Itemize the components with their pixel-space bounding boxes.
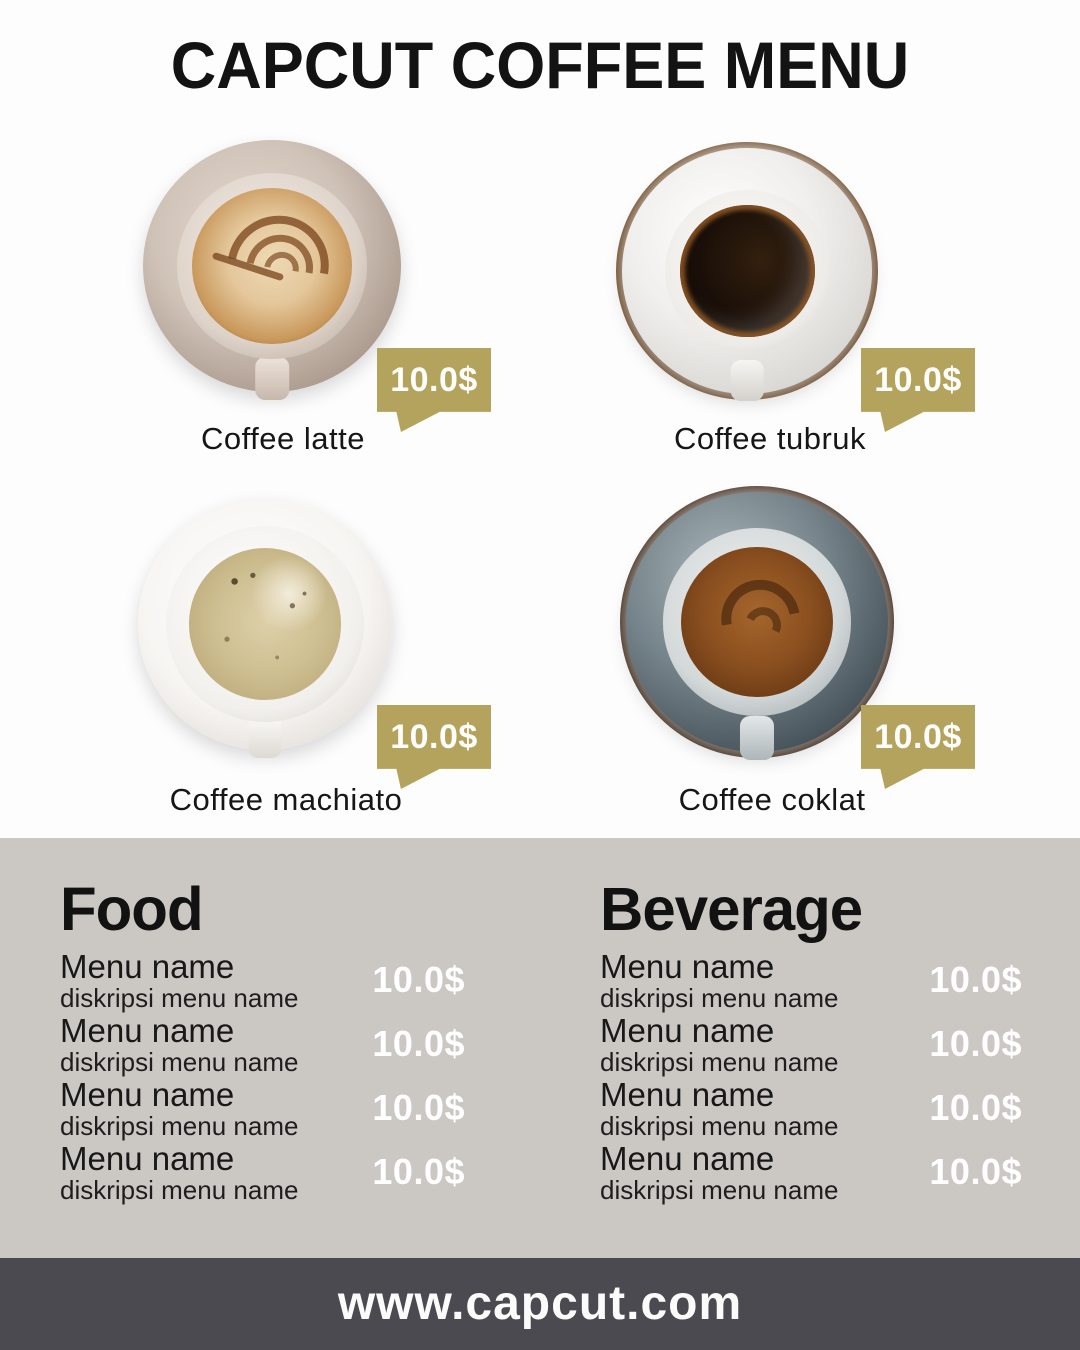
price-badge: 10.0$: [377, 705, 491, 789]
menu-item-price: 10.0$: [929, 1087, 1022, 1128]
menu-item-price: 10.0$: [372, 1023, 465, 1064]
poster-title: CAPCUT COFFEE MENU: [170, 29, 910, 103]
menu-panel: Food Menu name diskripsi menu name 10.0$…: [0, 838, 1080, 1258]
menu-item: Menu name diskripsi menu name 10.0$: [60, 1012, 465, 1076]
menu-item: Menu name diskripsi menu name 10.0$: [60, 1140, 465, 1204]
menu-item-name: Menu name: [600, 1076, 775, 1113]
coffee-surface: [679, 204, 815, 338]
menu-item-price: 10.0$: [372, 959, 465, 1000]
menu-item-description: diskripsi menu name: [60, 1111, 299, 1141]
menu-item-description: diskripsi menu name: [600, 983, 839, 1013]
menu-item-description: diskripsi menu name: [600, 1111, 839, 1141]
menu-item-price: 10.0$: [929, 959, 1022, 1000]
menu-item: Menu name diskripsi menu name 10.0$: [600, 1076, 1022, 1140]
coffee-surface: [681, 546, 833, 698]
menu-item-name: Menu name: [60, 1076, 235, 1113]
coffee-surface: [188, 548, 342, 700]
menu-item-description: diskripsi menu name: [60, 1047, 299, 1077]
beverage-section: Beverage Menu name diskripsi menu name 1…: [600, 874, 1022, 1204]
menu-item-name: Menu name: [600, 1012, 775, 1049]
section-heading-beverage: Beverage: [600, 874, 863, 944]
menu-item-description: diskripsi menu name: [600, 1047, 839, 1077]
menu-item: Menu name diskripsi menu name 10.0$: [60, 1076, 465, 1140]
product-name: Coffee machiato: [169, 782, 403, 817]
menu-item-name: Menu name: [60, 1140, 235, 1177]
coffee-image-tubruk: [616, 142, 878, 402]
coffee-image-coklat: [620, 486, 894, 760]
price-text: 10.0$: [874, 718, 962, 756]
price-badge: 10.0$: [861, 705, 975, 789]
menu-item-price: 10.0$: [372, 1087, 465, 1128]
price-badge: 10.0$: [861, 348, 975, 432]
menu-item-description: diskripsi menu name: [60, 983, 299, 1013]
footer-url: www.capcut.com: [337, 1277, 743, 1330]
menu-item: Menu name diskripsi menu name 10.0$: [600, 1012, 1022, 1076]
coffee-surface: [192, 187, 352, 345]
price-text: 10.0$: [390, 718, 478, 756]
menu-item-price: 10.0$: [372, 1151, 465, 1192]
coffee-image-machiato: [138, 498, 392, 758]
menu-item-name: Menu name: [600, 1140, 775, 1177]
food-section: Food Menu name diskripsi menu name 10.0$…: [60, 874, 465, 1204]
menu-item: Menu name diskripsi menu name 10.0$: [600, 948, 1022, 1012]
cup-handle: [255, 356, 289, 400]
product-name: Coffee coklat: [678, 782, 866, 817]
product-name: Coffee tubruk: [673, 421, 867, 456]
menu-item-price: 10.0$: [929, 1023, 1022, 1064]
menu-item-description: diskripsi menu name: [60, 1175, 299, 1205]
cup-handle: [730, 359, 764, 402]
section-heading-food: Food: [60, 874, 204, 944]
footer-bar: www.capcut.com: [0, 1258, 1080, 1350]
coffee-image-latte: [143, 140, 401, 400]
menu-item-name: Menu name: [60, 948, 235, 985]
menu-item-description: diskripsi menu name: [600, 1175, 839, 1205]
menu-item-price: 10.0$: [929, 1151, 1022, 1192]
menu-item-name: Menu name: [600, 948, 775, 985]
price-text: 10.0$: [390, 361, 478, 399]
product-name: Coffee latte: [201, 421, 365, 456]
menu-item-name: Menu name: [60, 1012, 235, 1049]
cup-handle: [739, 715, 775, 760]
menu-item: Menu name diskripsi menu name 10.0$: [60, 948, 465, 1012]
price-badge: 10.0$: [377, 348, 491, 432]
price-text: 10.0$: [874, 361, 962, 399]
menu-item: Menu name diskripsi menu name 10.0$: [600, 1140, 1022, 1204]
